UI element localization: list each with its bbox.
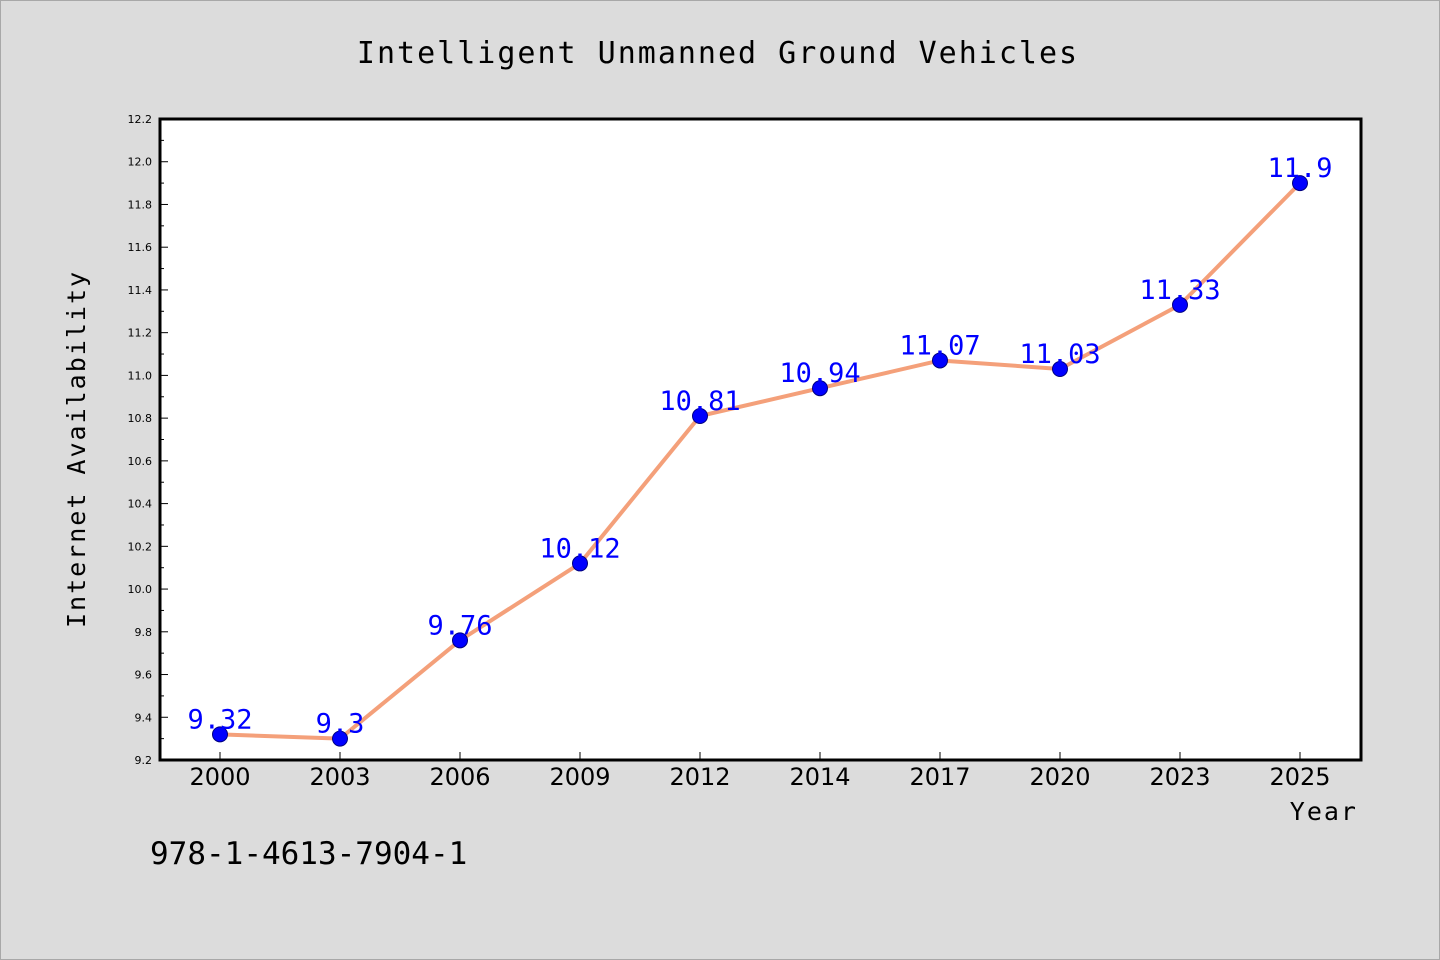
data-point <box>932 352 948 369</box>
x-tick-label: 2025 <box>1269 763 1330 791</box>
data-point <box>332 730 348 747</box>
chart-title: Intelligent Unmanned Ground Vehicles <box>357 36 1079 71</box>
y-axis: 9.2 9.4 9.6 9.8 10.0 10.2 10.4 10.6 10.8 11.0 11.2… <box>128 113 168 767</box>
y-tick-label: 11.6 <box>128 241 153 254</box>
data-point <box>1292 175 1308 192</box>
y-tick-label: 11.8 <box>128 198 153 211</box>
y-tick-label: 10.0 <box>128 583 153 596</box>
x-tick-label: 2006 <box>429 763 490 791</box>
x-axis-label: Year <box>1290 797 1358 826</box>
y-tick-label: 10.6 <box>128 455 153 468</box>
data-label: 9.3 <box>316 709 365 740</box>
data-point <box>1172 296 1188 313</box>
y-tick-label: 9.4 <box>135 711 153 724</box>
x-tick-label: 2003 <box>309 763 370 791</box>
y-tick-label: 10.8 <box>128 412 153 425</box>
data-label: 11.03 <box>1019 339 1100 370</box>
y-tick-label: 11.2 <box>128 327 153 340</box>
x-tick-label: 2017 <box>909 763 970 791</box>
data-label: 10.94 <box>779 358 860 389</box>
x-tick-label: 2020 <box>1029 763 1090 791</box>
data-label: 11.07 <box>899 330 980 361</box>
y-tick-label: 12.2 <box>128 113 153 126</box>
data-point <box>572 555 588 572</box>
x-tick-label: 2014 <box>789 763 850 791</box>
data-label: 9.76 <box>427 610 492 641</box>
y-tick-label: 12.0 <box>128 156 153 169</box>
data-label: 10.81 <box>659 386 740 417</box>
data-point <box>692 407 708 424</box>
data-point <box>1052 360 1068 377</box>
y-tick-label: 9.8 <box>135 626 153 639</box>
data-label: 10.12 <box>539 533 620 564</box>
x-axis: 2000 2003 2006 2009 2012 2014 2017 2020 2023 2025 <box>189 752 1331 791</box>
series-line <box>218 181 1302 741</box>
y-tick-label: 11.4 <box>128 284 153 297</box>
y-tick-label: 10.2 <box>128 540 153 553</box>
y-axis-label: Internet Availability <box>62 270 91 628</box>
x-tick-label: 2009 <box>549 763 610 791</box>
x-tick-label: 2000 <box>189 763 250 791</box>
data-point <box>452 632 468 649</box>
plot-area <box>158 117 1363 762</box>
data-point <box>812 380 828 397</box>
data-label: 9.32 <box>187 704 252 735</box>
data-label: 11.9 <box>1267 153 1332 184</box>
y-tick-label: 10.4 <box>128 498 153 511</box>
y-tick-label: 11.0 <box>128 369 153 382</box>
data-point <box>212 726 228 743</box>
x-tick-label: 2012 <box>669 763 730 791</box>
isbn-caption: 978-1-4613-7904-1 <box>150 836 467 872</box>
x-tick-label: 2023 <box>1149 763 1210 791</box>
y-tick-label: 9.2 <box>135 754 153 767</box>
series-layer: 9.32 9.3 9.76 10.12 10.81 10.94 11.07 11.03 11.3… <box>187 153 1333 747</box>
y-tick-label: 9.6 <box>135 669 153 682</box>
data-label: 11.33 <box>1139 275 1220 306</box>
